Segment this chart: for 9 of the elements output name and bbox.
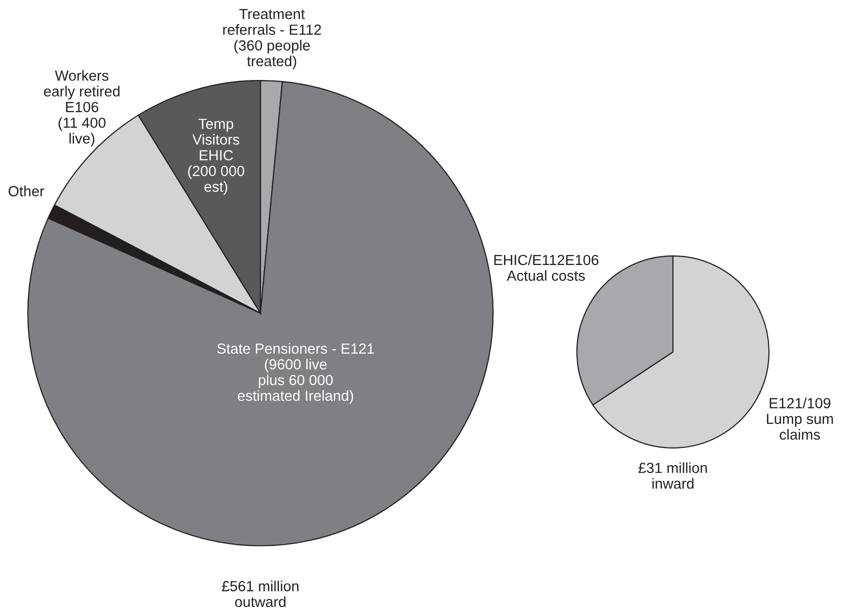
- text: £561 million outward: [222, 580, 298, 608]
- slice-label: E121/109 Lump sum claims: [766, 398, 833, 440]
- slice-label: Temp Visitors EHIC (200 000 est): [188, 118, 244, 195]
- slice-label: Other: [8, 186, 44, 196]
- slice-label: EHIC/E112E106 Actual costs: [494, 254, 598, 281]
- slice-label: Treatment referrals - E112 (360 people treated): [223, 8, 321, 70]
- text: £31 million inward: [638, 462, 707, 489]
- slice-label: State Pensioners - E121 (9600 live plus 60 000 estimated Ireland): [217, 343, 374, 404]
- slice-label: Workers early retired E106 (11 400 live): [44, 70, 120, 146]
